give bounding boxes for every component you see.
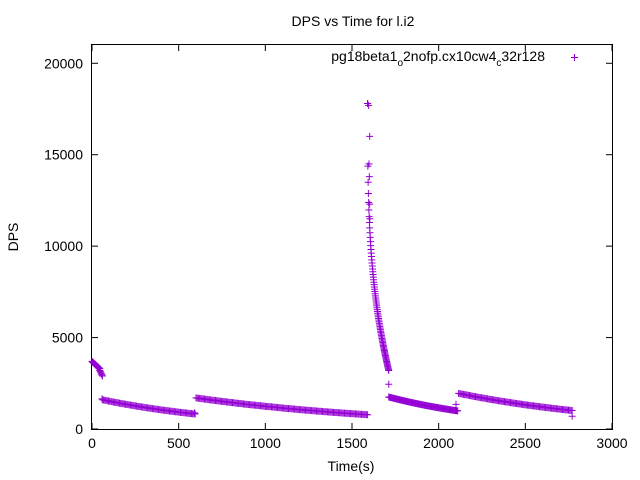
data-point — [385, 366, 393, 374]
legend-entry-label: pg18beta1o2nofp.cx10cw4c32r128 — [331, 48, 545, 69]
data-point — [365, 198, 373, 206]
data-point — [365, 160, 373, 168]
legend-marker-symbol — [571, 54, 578, 61]
data-point — [364, 100, 372, 108]
y-axis: 0 5000 10000 15000 20000 — [44, 55, 612, 437]
data-point — [364, 411, 372, 419]
data-point — [454, 407, 462, 415]
data-point — [452, 400, 460, 408]
data-point — [191, 410, 199, 418]
x-tick-label: 2000 — [423, 435, 454, 451]
plot-frame — [91, 44, 613, 430]
data-points — [88, 100, 576, 420]
x-tick-label: 1000 — [250, 435, 281, 451]
data-point — [385, 380, 393, 388]
y-tick-label: 0 — [75, 421, 83, 437]
x-tick-label: 500 — [167, 435, 191, 451]
y-tick-label: 20000 — [44, 55, 83, 71]
data-point — [191, 409, 199, 417]
y-tick-label: 5000 — [52, 330, 83, 346]
x-tick-label: 1500 — [336, 435, 367, 451]
x-tick-label: 2500 — [510, 435, 541, 451]
y-tick-label: 15000 — [44, 147, 83, 163]
data-point — [98, 371, 106, 379]
legend-marker — [571, 54, 578, 61]
x-tick-label: 3000 — [596, 435, 627, 451]
data-point — [568, 412, 576, 420]
data-point — [365, 173, 373, 181]
data-point — [98, 395, 106, 403]
y-axis-label: DPS — [5, 223, 21, 252]
x-axis: 0 500 1000 1500 2000 2500 3000 — [88, 45, 628, 451]
x-tick-label: 0 — [88, 435, 96, 451]
data-point — [366, 200, 374, 208]
chart-title: DPS vs Time for l.i2 — [292, 13, 415, 29]
legend: pg18beta1o2nofp.cx10cw4c32r128 — [331, 48, 578, 69]
y-tick-label: 10000 — [44, 238, 83, 254]
data-point — [365, 206, 373, 214]
x-axis-label: Time(s) — [328, 458, 375, 474]
data-point — [364, 178, 372, 186]
data-point — [366, 215, 374, 223]
data-point — [365, 101, 373, 109]
data-point — [366, 132, 374, 140]
data-point — [98, 372, 106, 380]
data-point — [364, 189, 372, 197]
